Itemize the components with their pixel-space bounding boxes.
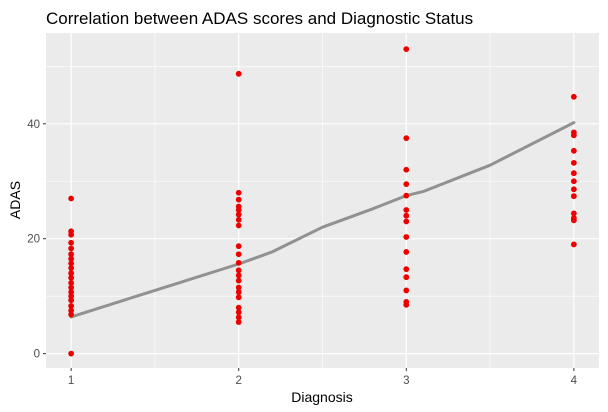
- data-point: [235, 284, 242, 291]
- trend-line: [69, 121, 576, 319]
- data-point: [235, 216, 242, 223]
- y-axis-title: ADAS: [7, 181, 23, 219]
- data-point: [570, 147, 577, 154]
- data-point: [235, 207, 242, 213]
- data-point: [235, 196, 242, 203]
- data-point: [570, 132, 577, 139]
- data-point: [403, 46, 410, 52]
- data-point: [235, 211, 242, 218]
- data-point: [570, 159, 577, 166]
- data-point: [235, 259, 242, 266]
- data-point: [68, 284, 75, 291]
- data-point: [570, 178, 577, 185]
- data-point: [235, 243, 242, 250]
- x-tick-label: 3: [403, 375, 409, 387]
- x-axis-ticks: 1 2 3 4: [68, 368, 578, 387]
- trend-line-group: [69, 121, 576, 319]
- data-point: [403, 249, 410, 255]
- data-point: [403, 166, 410, 173]
- data-point: [235, 251, 242, 258]
- data-point: [68, 239, 75, 246]
- data-point: [235, 222, 242, 229]
- data-point: [68, 251, 75, 258]
- data-point: [235, 267, 242, 274]
- data-point: [235, 294, 242, 301]
- data-point: [403, 301, 410, 308]
- data-point: [68, 297, 75, 304]
- data-point: [235, 314, 242, 321]
- data-point: [235, 319, 242, 325]
- data-point: [403, 135, 410, 142]
- data-point: [235, 70, 242, 77]
- data-point: [403, 218, 410, 225]
- data-point: [403, 274, 410, 281]
- data-point: [68, 307, 75, 314]
- data-point: [68, 289, 75, 296]
- data-point: [235, 289, 242, 296]
- data-point: [68, 293, 75, 300]
- data-point: [403, 212, 410, 219]
- data-point: [403, 266, 410, 273]
- x-tick-label: 2: [236, 375, 242, 387]
- data-point: [570, 193, 577, 200]
- x-axis-title: Diagnosis: [291, 389, 352, 405]
- data-point: [570, 217, 577, 224]
- chart-title: Correlation between ADAS scores and Diag…: [46, 9, 473, 28]
- data-point: [68, 311, 75, 318]
- data-point: [570, 241, 577, 248]
- data-point: [68, 195, 75, 202]
- data-point: [403, 234, 410, 240]
- data-point: [570, 93, 577, 100]
- y-tick-label: 0: [34, 349, 40, 361]
- data-point: [570, 186, 577, 193]
- y-axis-ticks: 0 20 40: [27, 119, 46, 361]
- data-point: [68, 245, 75, 252]
- data-point: [68, 274, 75, 281]
- data-point: [68, 280, 75, 286]
- data-point: [235, 309, 242, 316]
- data-point: [403, 207, 410, 213]
- y-tick-label: 20: [27, 234, 40, 246]
- data-point: [570, 210, 577, 217]
- data-point: [235, 189, 242, 196]
- data-point: [68, 260, 75, 267]
- data-point: [68, 303, 75, 309]
- data-point: [68, 231, 75, 238]
- data-point: [403, 181, 410, 188]
- data-point: [570, 170, 577, 177]
- data-point: [235, 272, 242, 279]
- data-point: [403, 192, 410, 199]
- data-point: [403, 287, 410, 294]
- data-point: [235, 277, 242, 284]
- data-point: [68, 270, 75, 277]
- data-point: [68, 265, 75, 271]
- x-tick-label: 1: [68, 375, 74, 387]
- y-tick-label: 40: [27, 119, 40, 131]
- data-points: [68, 46, 577, 357]
- x-tick-label: 4: [571, 375, 578, 387]
- data-point: [235, 304, 242, 311]
- data-point: [68, 350, 75, 357]
- data-point: [68, 255, 75, 262]
